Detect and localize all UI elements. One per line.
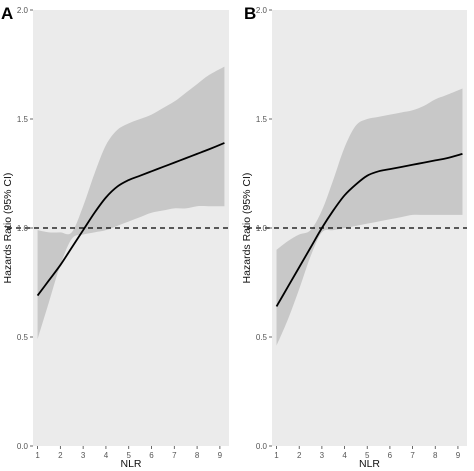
panel-b: 0.0 0.5 1.0 1.5 2.0 1 2 3 4 5 6 7 8 9 NLR Hazards Ratio… [241, 4, 467, 470]
x-tick-label: 4 [104, 451, 109, 460]
y-tick-label: 1.5 [17, 115, 29, 124]
x-tick-label: 2 [297, 451, 302, 460]
y-axis-title: Hazards Ratio (95% CI) [241, 173, 253, 284]
panel-a: 0.0 0.5 1.0 1.5 2.0 1 2 3 4 5 6 7 8 9 NLR Hazards Ratio… [1, 4, 229, 470]
confidence-band [37, 66, 225, 340]
panel-label: B [244, 4, 256, 23]
y-axis-title: Hazards Ratio (95% CI) [2, 173, 14, 284]
y-tick-label: 0.5 [256, 333, 268, 342]
x-tick-label: 9 [456, 451, 461, 460]
confidence-band [276, 88, 463, 346]
y-tick-label: 1.0 [256, 224, 268, 233]
x-tick-label: 8 [433, 451, 438, 460]
y-tick-label: 0.5 [17, 333, 29, 342]
x-tick-label: 6 [388, 451, 393, 460]
x-tick-label: 7 [410, 451, 415, 460]
x-tick-label: 6 [149, 451, 154, 460]
panel-label: A [1, 4, 13, 23]
y-tick-label: 0.0 [17, 442, 29, 451]
x-tick-label: 8 [195, 451, 200, 460]
hazard-ratio-line [275, 153, 463, 307]
x-tick-label: 2 [58, 451, 63, 460]
x-tick-label: 1 [35, 451, 40, 460]
y-tick-label: 2.0 [256, 6, 268, 15]
y-tick-label: 1.0 [17, 224, 29, 233]
x-tick-label: 4 [342, 451, 347, 460]
x-tick-label: 3 [81, 451, 86, 460]
x-tick-label: 1 [274, 451, 279, 460]
y-tick-label: 2.0 [17, 6, 29, 15]
x-tick-label: 5 [126, 451, 131, 460]
x-tick-label: 3 [320, 451, 325, 460]
x-axis-title: NLR [120, 458, 141, 470]
y-tick-label: 0.0 [256, 442, 268, 451]
x-axis-title: NLR [359, 458, 380, 470]
x-tick-label: 9 [218, 451, 223, 460]
x-tick-label: 7 [172, 451, 177, 460]
hazard-ratio-line [36, 142, 225, 297]
y-tick-label: 1.5 [256, 115, 268, 124]
x-tick-label: 5 [365, 451, 370, 460]
